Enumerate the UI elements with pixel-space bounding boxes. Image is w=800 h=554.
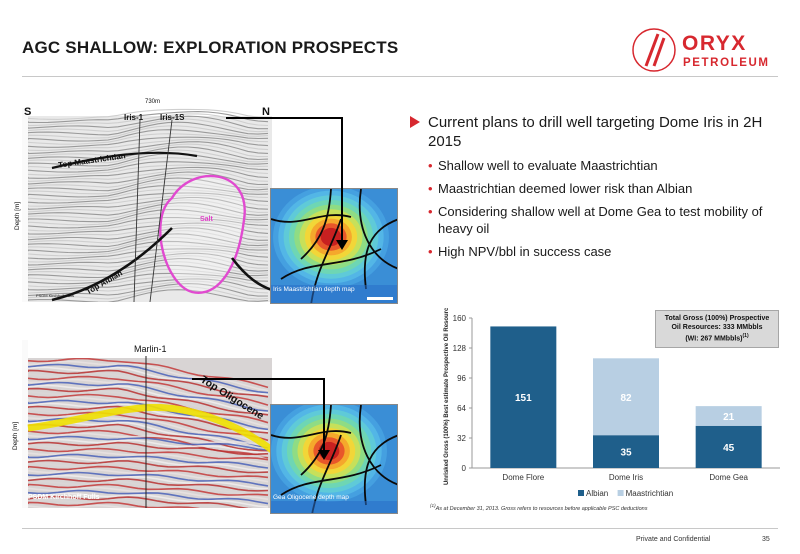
fault-line bbox=[358, 189, 397, 270]
bar-maastrichtian bbox=[695, 406, 762, 426]
iris-depth-map bbox=[270, 188, 398, 304]
bullet-sub: • Maastrichtian deemed lower risk than Al… bbox=[428, 181, 693, 196]
oryx-horns-icon bbox=[632, 28, 676, 72]
fault-line bbox=[280, 248, 382, 280]
map-label-bottom: Gea Oligocene depth map bbox=[273, 494, 349, 501]
page-title: AGC SHALLOW: EXPLORATION PROSPECTS bbox=[22, 38, 399, 57]
dot-bullet-icon: • bbox=[428, 204, 433, 219]
dot-bullet-icon: • bbox=[428, 181, 433, 196]
gea-depth-map bbox=[270, 404, 398, 514]
seismic-section-bottom bbox=[22, 340, 272, 508]
fault-line bbox=[271, 430, 352, 439]
psdm-label-bottom: PSDM Kirchhoff Fulls bbox=[28, 494, 100, 501]
bullet-main: Current plans to drill well targeting Do… bbox=[410, 113, 780, 151]
albian-horizon-right bbox=[230, 257, 272, 292]
legend-swatch bbox=[617, 490, 624, 496]
bullet-list: Current plans to drill well targeting Do… bbox=[410, 113, 780, 260]
bar-albian bbox=[490, 326, 557, 468]
direction-east: E bbox=[256, 340, 264, 352]
well-label-marlin1: Marlin-1 bbox=[134, 344, 167, 354]
direction-west: W bbox=[42, 340, 53, 352]
bar-value-label: 151 bbox=[515, 393, 532, 404]
oligocene-horizon bbox=[27, 403, 272, 453]
map-label-top: Iris Maastrichtian depth map bbox=[273, 286, 355, 293]
scale-label: 730m bbox=[145, 99, 161, 105]
bar-albian bbox=[695, 425, 762, 468]
bullet-sub: • High NPV/bbl in success case bbox=[428, 244, 612, 259]
y-tick-label: 64 bbox=[457, 404, 466, 413]
resources-bar-chart: 0 32 64 96 128 160 Unrisked Gross (100%) Best … bbox=[428, 300, 788, 520]
legend-swatch bbox=[578, 490, 584, 496]
category-label: Dome Flore bbox=[502, 473, 544, 482]
salt-label: Salt bbox=[200, 216, 213, 223]
legend-label: Maastrichtian bbox=[626, 489, 674, 498]
bar-albian bbox=[593, 435, 659, 468]
y-tick-label: 96 bbox=[457, 374, 466, 383]
well-label-iris1: Iris-1 bbox=[124, 113, 144, 122]
dot-bullet-icon: • bbox=[428, 244, 433, 259]
resources-callout: Total Gross (100%) Prospective Oil Resou… bbox=[655, 310, 779, 348]
legend-label: Albian bbox=[586, 489, 608, 498]
scale-bar bbox=[367, 297, 393, 300]
seismic-section-top bbox=[22, 108, 272, 302]
category-label: Dome Gea bbox=[709, 473, 748, 482]
title-divider bbox=[22, 76, 778, 77]
y-tick-label: 160 bbox=[453, 314, 467, 323]
y-tick-label: 0 bbox=[462, 464, 467, 473]
fault-line bbox=[358, 405, 397, 486]
bullet-sub: • Considering shallow well at Dome Gea to… bbox=[428, 204, 763, 236]
salt-outline bbox=[159, 174, 246, 294]
well-label-iris1s: Iris-1S bbox=[160, 113, 185, 122]
well-track-iris1s bbox=[149, 119, 173, 302]
bar-value-label: 35 bbox=[620, 448, 632, 459]
dot-bullet-icon: • bbox=[428, 158, 433, 173]
fault-line bbox=[363, 434, 397, 506]
direction-south: S bbox=[24, 106, 32, 118]
fault-line bbox=[280, 464, 382, 496]
footer-confidential: Private and Confidential bbox=[636, 536, 711, 543]
maastrichtian-horizon bbox=[51, 151, 198, 170]
bar-value-label: 21 bbox=[723, 412, 735, 423]
fault-line bbox=[363, 218, 397, 290]
direction-north: N bbox=[262, 106, 270, 118]
bullet-sub: • Shallow well to evaluate Maastrichtian bbox=[428, 158, 658, 173]
bar-maastrichtian bbox=[593, 358, 659, 436]
oryx-logo: ORYX PETROLEUM bbox=[632, 28, 782, 78]
fault-line bbox=[300, 189, 332, 260]
albian-horizon bbox=[51, 227, 173, 302]
psdm-label-top: PSDM Kirchhoff Fulls bbox=[36, 293, 74, 298]
footnote: (1)As at December 31, 2013. Gross refers… bbox=[430, 503, 648, 512]
y-tick-label: 32 bbox=[457, 434, 466, 443]
footer-divider bbox=[22, 528, 778, 529]
logo-wordmark: ORYX bbox=[682, 32, 747, 55]
well-track-iris1 bbox=[133, 119, 141, 302]
triangle-bullet-icon bbox=[410, 116, 420, 128]
y-tick-label: 128 bbox=[453, 344, 467, 353]
bar-value-label: 82 bbox=[620, 393, 632, 404]
y-axis-label: Unrisked Gross (100%) Best estimate Pros… bbox=[444, 308, 450, 485]
bar-value-label: 45 bbox=[723, 443, 735, 454]
page-number: 35 bbox=[762, 536, 770, 543]
category-label: Dome Iris bbox=[609, 473, 643, 482]
logo-subtitle: PETROLEUM bbox=[683, 57, 770, 69]
